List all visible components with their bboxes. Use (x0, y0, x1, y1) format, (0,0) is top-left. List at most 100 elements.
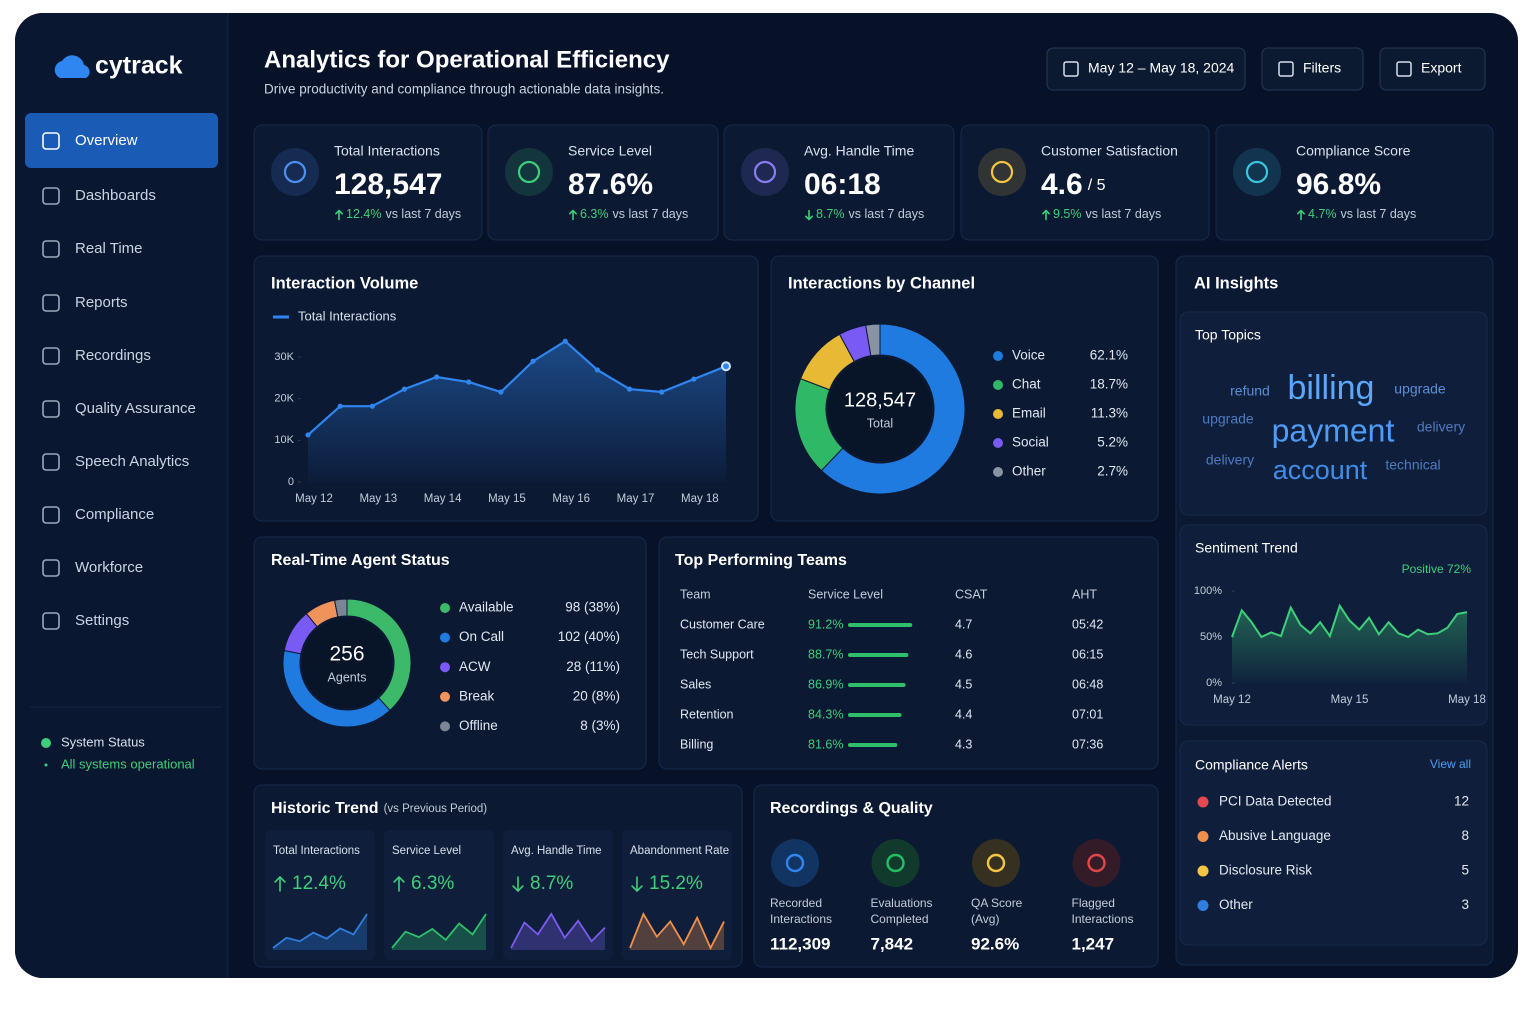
cell-aht: 07:36 (1072, 737, 1103, 751)
legend-label: Email (1012, 406, 1046, 421)
nav-item[interactable]: Quality Assurance (42, 400, 196, 418)
trend-label: Avg. Handle Time (511, 845, 602, 857)
kpi-compare: vs last 7 days (1086, 207, 1162, 221)
nav-item[interactable]: Speech Analytics (42, 453, 189, 471)
kpi-icon-bg (1233, 148, 1281, 196)
kpi-card (253, 124, 483, 241)
donut-slice (820, 323, 966, 495)
card-title: AI Insights (1194, 274, 1278, 292)
view-all-link[interactable]: View all (1430, 757, 1471, 771)
cell-team: Customer Care (680, 617, 765, 631)
legend-label: Break (459, 688, 495, 703)
recording-label: Recorded (770, 896, 822, 910)
kpi-label: Avg. Handle Time (804, 143, 914, 159)
donut-center-label: Total (867, 416, 893, 430)
trend-arrow (393, 875, 405, 892)
nav-item[interactable]: Dashboards (42, 187, 156, 205)
header-button[interactable]: May 12 – May 18, 2024 (1046, 47, 1246, 91)
recording-label: Interactions (1072, 912, 1134, 926)
nav-item[interactable]: Overview (25, 113, 218, 168)
kpi-card (1215, 124, 1494, 241)
service-level-bar (848, 653, 909, 657)
legend-value: 20 (8%) (573, 688, 620, 703)
point (369, 403, 375, 409)
cell-csat: 4.5 (955, 677, 972, 691)
kpi-icon-bg (505, 148, 553, 196)
nav-icon (42, 187, 60, 205)
topic-word: delivery (1417, 419, 1465, 435)
legend-dot (993, 467, 1003, 477)
historic-subtitle: (vs Previous Period) (384, 803, 488, 815)
legend-label: Available (459, 600, 514, 615)
kpi-card (960, 124, 1210, 241)
nav-item[interactable]: Reports (42, 294, 128, 312)
sparkline (510, 912, 606, 949)
x-tick-label: May 17 (617, 493, 655, 505)
y-tick-label: 0% (1206, 677, 1222, 689)
legend-dot (440, 691, 450, 702)
column-header: AHT (1072, 587, 1097, 601)
legend-dot (440, 632, 450, 643)
recording-value: 7,842 (871, 934, 914, 953)
recording-icon (1087, 853, 1106, 873)
header-button[interactable]: Filters (1261, 47, 1364, 91)
nav-label: Quality Assurance (75, 400, 196, 417)
x-tick-label: May 15 (488, 493, 526, 505)
kpi-icon-bg (741, 148, 789, 196)
kpi-card (487, 124, 719, 241)
historic-title: Historic Trend (271, 800, 379, 817)
nav-item[interactable]: Recordings (42, 347, 151, 365)
sparkline (272, 913, 368, 949)
trend-arrow (274, 875, 286, 892)
button-label: May 12 – May 18, 2024 (1088, 60, 1235, 76)
recording-label: (Avg) (971, 912, 999, 926)
cell-csat: 4.7 (955, 617, 972, 631)
kpi-change-value: 6.3% (580, 207, 609, 221)
donut-center-value: 128,547 (844, 389, 916, 411)
trend-arrow (805, 209, 813, 221)
sparkline-area (630, 914, 724, 950)
kpi-change-value: 9.5% (1053, 207, 1082, 221)
nav-label: Settings (75, 612, 129, 629)
recording-label: Interactions (770, 912, 832, 926)
nav-item[interactable]: Settings (42, 612, 129, 630)
recording-value: 92.6% (971, 934, 1019, 953)
y-tick-label: 10K (274, 434, 294, 446)
point (434, 374, 440, 380)
legend-value: 62.1% (1090, 348, 1128, 363)
alert-count: 5 (1461, 863, 1469, 878)
kpi-change: 8.7% vs last 7 days (816, 207, 924, 221)
area (308, 341, 726, 482)
topic-word: technical (1385, 457, 1440, 473)
button-bg (1261, 47, 1364, 91)
recording-icon (886, 853, 905, 873)
legend-label: Social (1012, 435, 1049, 450)
nav-item[interactable]: Workforce (42, 559, 143, 577)
point (530, 358, 536, 364)
recording-label: Completed (871, 912, 929, 926)
point (498, 389, 504, 395)
kpi-card (723, 124, 955, 241)
legend-value: 5.2% (1097, 435, 1128, 450)
kpi-icon-bg (271, 148, 319, 196)
legend-value: 2.7% (1097, 464, 1128, 479)
alerts-card (1179, 740, 1488, 946)
cell-service-level: 81.6% (808, 737, 843, 751)
kpi-value-number: 128,547 (334, 168, 442, 201)
x-tick-label: May 18 (1448, 694, 1486, 706)
line (1231, 603, 1468, 639)
y-tick-label: 100% (1194, 585, 1222, 597)
nav-label: Recordings (75, 347, 151, 364)
alert-name: Other (1219, 897, 1253, 912)
legend-dot (993, 438, 1003, 448)
nav-item[interactable]: Compliance (42, 506, 154, 524)
sparkline (629, 911, 725, 951)
nav-icon (42, 132, 60, 150)
cell-service-level: 86.9% (808, 677, 843, 691)
historic-card (253, 784, 743, 968)
kpi-value-number: 96.8% (1296, 168, 1381, 201)
header-button[interactable]: Export (1379, 47, 1486, 91)
cell-team: Retention (680, 707, 734, 721)
nav-item[interactable]: Real Time (42, 240, 143, 258)
alert-name: Disclosure Risk (1219, 863, 1312, 878)
